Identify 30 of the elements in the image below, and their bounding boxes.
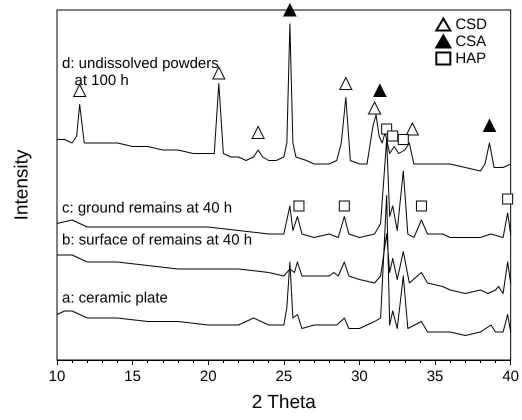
point: [338, 200, 350, 212]
x-tick-label: 35: [426, 368, 444, 385]
point: [283, 4, 296, 16]
x-tick-label: 15: [124, 368, 141, 385]
legend-label: HAP: [455, 50, 486, 67]
point: [482, 119, 496, 132]
point: [339, 77, 352, 90]
x-axis-title: 2 Theta: [252, 392, 316, 413]
point: [406, 122, 419, 136]
x-tick-label: 25: [275, 368, 292, 385]
point: [387, 130, 398, 142]
point: [73, 84, 86, 97]
annotation: a: ceramic plate: [62, 290, 168, 306]
point: [398, 134, 409, 145]
annotation: c: ground remains at 40 h: [62, 200, 232, 216]
annotation: d: undissolved powders at 100 h: [62, 55, 219, 89]
x-tick-label: 40: [502, 368, 519, 385]
legend-label: CSD: [455, 16, 488, 33]
legend-label: CSA: [455, 33, 486, 50]
x-tick-label: 20: [200, 368, 217, 385]
x-tick-label: 10: [48, 368, 66, 385]
annotation: b: surface of remains at 40 h: [62, 232, 252, 248]
point: [416, 200, 427, 212]
y-axis-title: Intensity: [12, 149, 32, 220]
point: [368, 102, 382, 114]
point: [293, 200, 304, 212]
point: [373, 84, 386, 97]
point: [252, 126, 265, 139]
point: [502, 194, 514, 204]
x-tick-label: 30: [351, 368, 368, 385]
